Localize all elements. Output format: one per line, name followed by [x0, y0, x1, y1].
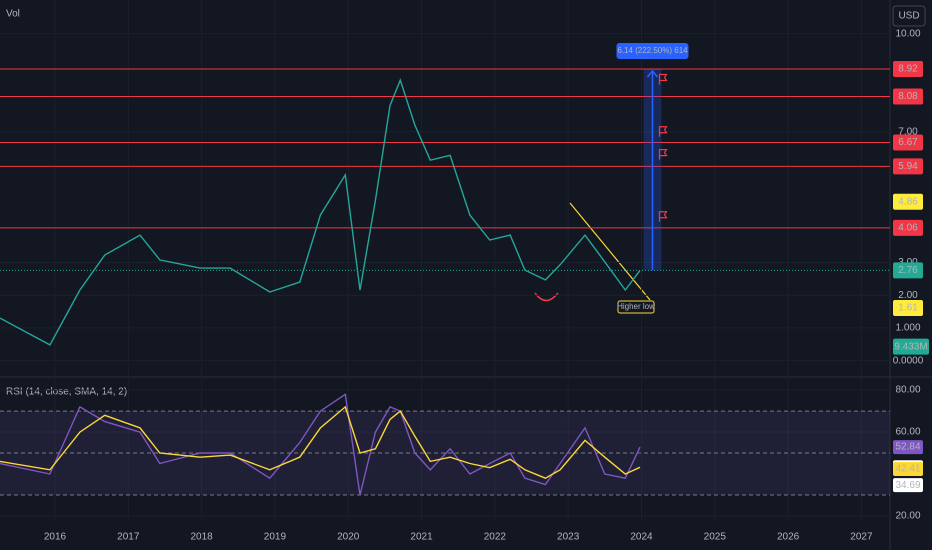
trend-line: [569, 202, 651, 301]
price-label: 1.61: [898, 303, 918, 314]
annotation: Higher low: [617, 302, 655, 311]
price-label: 4.86: [898, 196, 918, 207]
x-tick-label: 2016: [44, 532, 67, 543]
y-tick-label: 10.00: [895, 28, 920, 39]
y-tick-label: 80.00: [895, 385, 920, 396]
volume-title: Vol: [6, 9, 20, 20]
series-line: [0, 405, 641, 479]
flag-icon: [658, 73, 668, 85]
x-tick-label: 2021: [410, 532, 433, 543]
price-label-box: [893, 193, 923, 210]
y-tick-label: 0.0000: [893, 355, 924, 366]
flag-icon: [658, 149, 668, 160]
x-tick-label: 2024: [630, 532, 653, 543]
rsi-label: 52.84: [895, 442, 920, 453]
measure-arrowhead: [646, 69, 659, 78]
price-label: 4.06: [898, 223, 918, 234]
rsi-label: 34.69: [895, 480, 920, 491]
currency-box[interactable]: [892, 5, 926, 27]
measure-label: 6.14 (222.50%) 614: [617, 46, 688, 55]
x-tick-label: 2017: [117, 532, 140, 543]
x-tick-label: 2027: [850, 532, 873, 543]
annotation-box: [617, 300, 655, 314]
rsi-label-box: [893, 478, 923, 493]
flag-icon: [658, 126, 668, 137]
x-tick-label: 2020: [337, 532, 360, 543]
series-line: [0, 78, 641, 346]
y-tick-label: 1.000: [895, 323, 920, 334]
rsi-title: RSI (14, close, SMA, 14, 2): [6, 387, 127, 398]
measure-label-box: [616, 42, 689, 59]
x-tick-label: 2022: [484, 532, 507, 543]
price-label: 8.92: [898, 64, 918, 75]
x-tick-label: 2018: [190, 532, 213, 543]
price-label-box: [893, 60, 923, 77]
y-tick-label: 20.00: [895, 511, 920, 522]
price-label: 6.67: [898, 137, 918, 148]
price-label: 2.76: [898, 265, 918, 276]
x-tick-label: 2023: [557, 532, 580, 543]
series-line: [0, 393, 641, 496]
x-tick-label: 2026: [777, 532, 800, 543]
price-label-box: [893, 219, 923, 236]
rsi-label-box: [893, 440, 923, 455]
price-label: 5.94: [898, 161, 918, 172]
x-tick-label: 2025: [704, 532, 727, 543]
volume-label-box: [893, 338, 929, 355]
rsi-label: 42.41: [895, 464, 920, 475]
price-label-box: [893, 88, 923, 105]
y-tick-label: 60.00: [895, 427, 920, 438]
volume-label: 9.433M: [894, 341, 927, 352]
price-label-box: [893, 158, 923, 175]
currency[interactable]: USD: [898, 11, 919, 22]
flag-icon: [658, 211, 668, 222]
price-label-box: [893, 262, 923, 279]
x-tick-label: 2019: [264, 532, 287, 543]
y-tick-label: 7.00: [898, 126, 918, 137]
y-tick-label: 2.00: [898, 290, 918, 301]
price-label: 8.08: [898, 91, 918, 102]
rsi-label-box: [893, 461, 923, 476]
price-label-box: [893, 299, 923, 316]
price-label-box: [893, 134, 923, 151]
